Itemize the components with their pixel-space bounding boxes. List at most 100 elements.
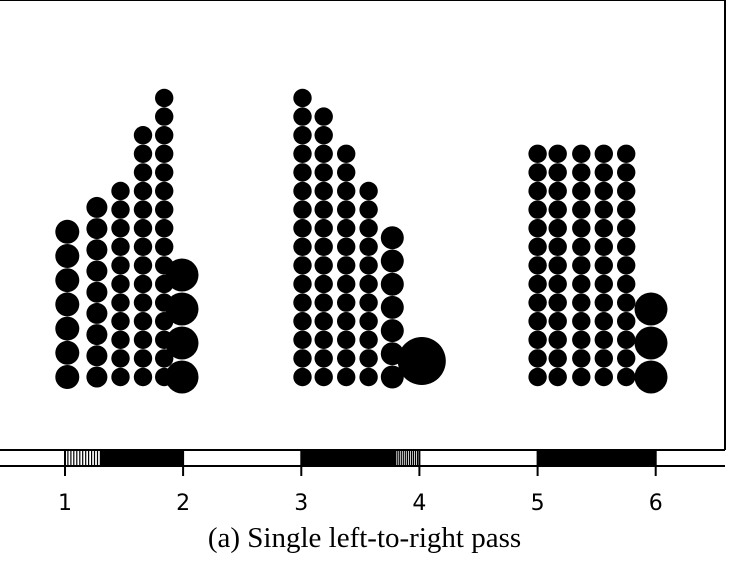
data-point: [380, 272, 404, 296]
data-point: [572, 274, 591, 294]
data-point: [594, 237, 613, 256]
x-tick-label: 4: [412, 491, 426, 516]
data-point: [133, 349, 153, 368]
x-tick-label: 2: [176, 491, 190, 516]
data-point: [548, 367, 567, 387]
data-point: [594, 312, 613, 331]
data-point: [617, 349, 636, 368]
data-point: [155, 163, 174, 182]
data-point: [86, 260, 108, 282]
data-point: [359, 330, 378, 349]
data-point: [155, 107, 174, 126]
data-point: [293, 88, 312, 108]
data-point: [314, 181, 333, 201]
data-point: [359, 219, 378, 238]
data-point: [314, 237, 333, 256]
data-point: [359, 256, 378, 275]
data-point: [314, 293, 333, 312]
data-point: [572, 163, 591, 182]
data-point: [548, 293, 567, 312]
data-point: [133, 181, 153, 201]
data-point: [528, 349, 547, 368]
data-point: [528, 237, 547, 256]
data-point: [617, 274, 636, 294]
data-point: [293, 144, 312, 163]
data-point: [572, 349, 591, 368]
data-point: [293, 163, 312, 182]
data-point: [55, 316, 80, 341]
data-point: [337, 312, 356, 331]
data-point: [359, 349, 378, 368]
data-point: [380, 319, 404, 343]
data-point: [55, 244, 80, 268]
data-point: [86, 196, 108, 218]
data-point: [594, 200, 613, 219]
data-point: [548, 237, 567, 256]
data-point: [359, 200, 378, 219]
data-point: [634, 360, 668, 394]
data-point: [594, 219, 613, 238]
x-tick-label: 6: [649, 491, 663, 516]
data-point: [572, 200, 591, 219]
data-points: [55, 88, 668, 394]
data-point: [293, 274, 312, 294]
data-point: [359, 181, 378, 201]
x-axis-ticks: 1 2 3 4 5 6: [58, 450, 663, 516]
data-point: [293, 237, 312, 256]
data-point: [528, 367, 547, 387]
data-point: [528, 200, 547, 219]
data-point: [314, 312, 333, 331]
data-point: [155, 181, 174, 201]
data-point: [155, 144, 174, 163]
data-point: [111, 367, 130, 387]
data-point: [314, 163, 333, 182]
data-point: [111, 256, 130, 275]
data-point: [155, 126, 174, 145]
data-point: [594, 367, 613, 387]
data-point: [548, 144, 567, 163]
data-point: [314, 200, 333, 219]
data-point: [617, 330, 636, 349]
data-point: [617, 367, 636, 387]
data-point: [337, 163, 356, 182]
data-point: [594, 163, 613, 182]
data-point: [528, 181, 547, 201]
data-point: [111, 312, 130, 331]
data-point: [548, 181, 567, 201]
data-point: [86, 281, 108, 303]
data-point: [594, 181, 613, 201]
data-point: [337, 237, 356, 256]
data-point: [359, 237, 378, 256]
data-point: [359, 367, 378, 387]
rug-band: [301, 450, 396, 466]
data-point: [548, 163, 567, 182]
data-point: [314, 256, 333, 275]
data-point: [133, 126, 153, 145]
data-point: [617, 219, 636, 238]
data-point: [572, 181, 591, 201]
data-point: [111, 274, 130, 294]
data-point: [111, 330, 130, 349]
data-point: [165, 360, 199, 394]
data-point: [617, 312, 636, 331]
data-point: [314, 330, 333, 349]
data-point: [293, 312, 312, 331]
data-point: [155, 88, 174, 108]
data-point: [594, 293, 613, 312]
data-point: [111, 349, 130, 368]
data-point: [528, 144, 547, 163]
data-point: [86, 302, 108, 324]
data-point: [528, 219, 547, 238]
data-point: [337, 293, 356, 312]
data-point: [528, 256, 547, 275]
data-point: [380, 226, 404, 250]
data-point: [594, 349, 613, 368]
data-point: [572, 144, 591, 163]
data-point: [548, 330, 567, 349]
data-point: [165, 292, 199, 326]
data-point: [397, 337, 446, 385]
data-point: [617, 144, 636, 163]
data-point: [594, 256, 613, 275]
data-point: [380, 249, 404, 273]
data-point: [594, 330, 613, 349]
